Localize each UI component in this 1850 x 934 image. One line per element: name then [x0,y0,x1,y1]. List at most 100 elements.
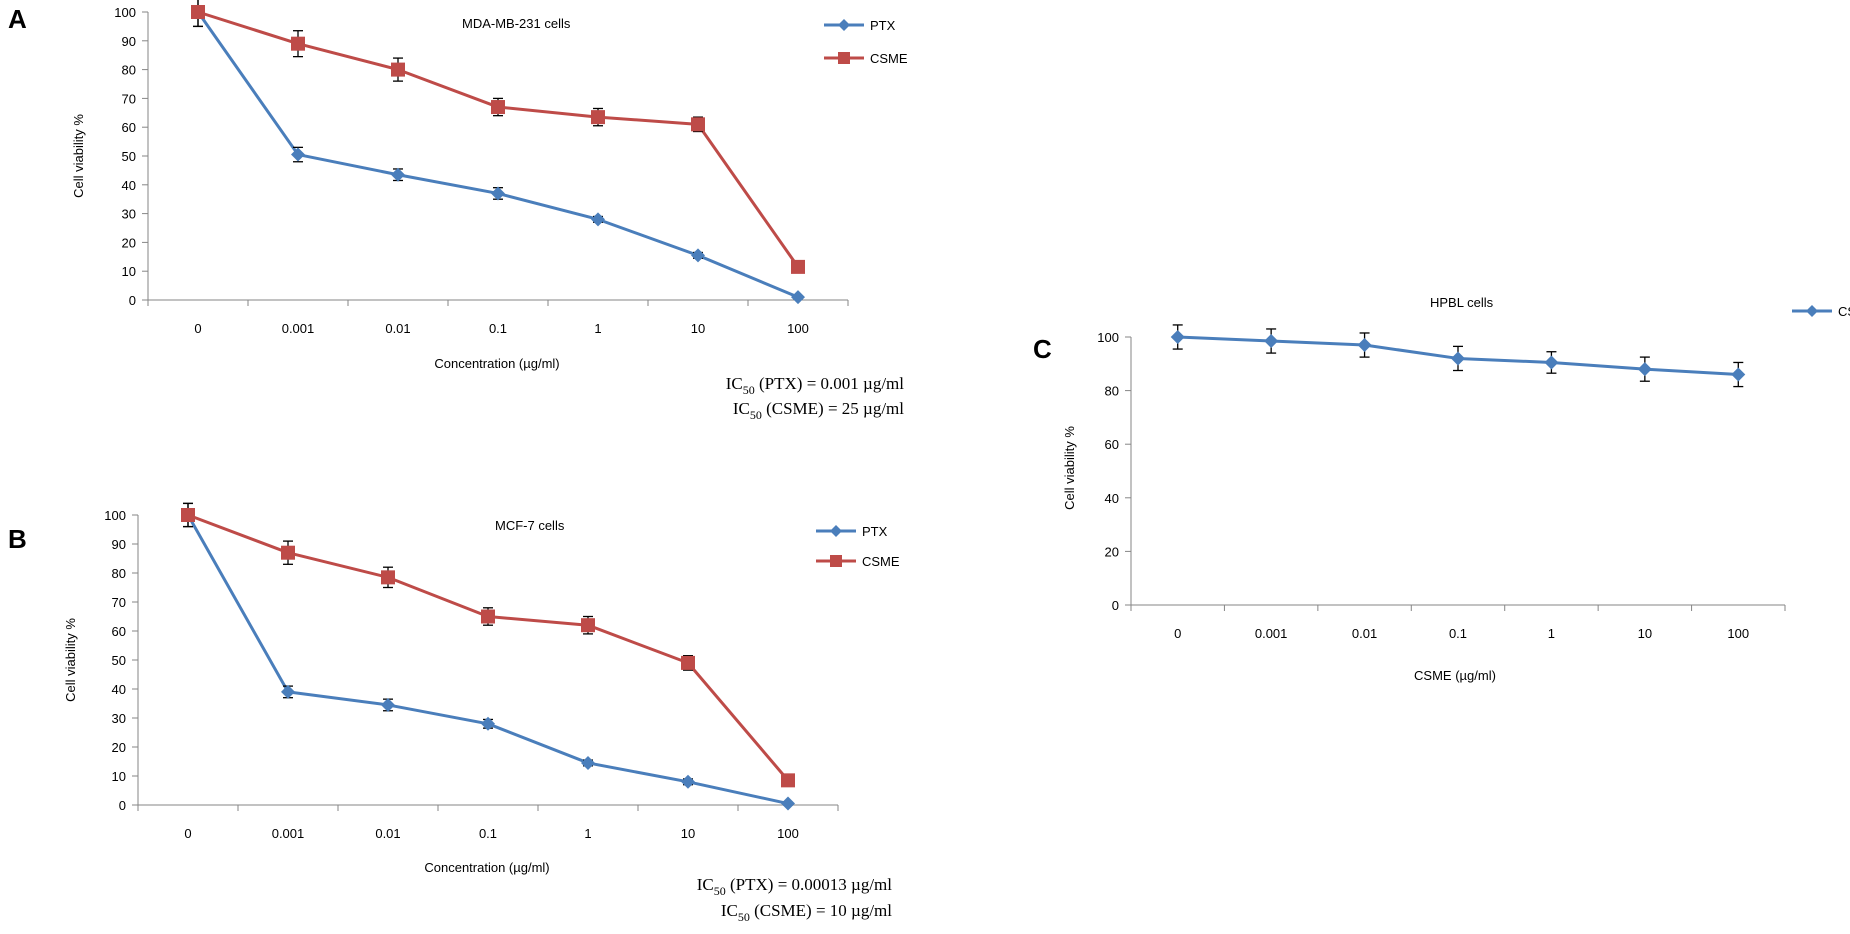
panel-a-ptx-point [291,147,305,162]
panel-a-ptx-point [591,212,605,227]
panel-c-x-axis-label: CSME (µg/ml) [1414,668,1496,683]
panel-a-ptx-point [491,186,505,201]
panel-c-title: HPBL cells [1430,295,1494,310]
panel-a-y-tick-label: 90 [122,34,136,49]
panel-a-ptx-legend-marker [838,19,850,31]
panel-b-ptx-legend-label: PTX [862,524,888,539]
panel-b-csme-point [181,508,195,522]
panel-a-csme-point [691,117,705,132]
panel-c-x-tick-label: 100 [1727,626,1749,641]
panel-c-y-tick-label: 40 [1105,491,1119,506]
panel-b-y-tick-label: 30 [112,711,126,726]
panel-b-ic50-annotation: IC50 (CSME) = 10 µg/ml [721,901,892,924]
panel-b-csme-point [381,570,395,585]
panel-a-x-axis-label: Concentration (µg/ml) [434,356,559,371]
panel-b-y-tick-label: 20 [112,740,126,755]
panel-b-letter: B [8,524,27,554]
panel-a-x-tick-label: 0.01 [385,321,410,336]
panel-a-x-tick-label: 0.001 [282,321,315,336]
panel-c-csme-point [1637,362,1652,377]
panel-b-csme-point [481,609,495,624]
panel-c-y-tick-label: 20 [1105,544,1119,559]
panel-c-x-tick-label: 0 [1174,626,1181,641]
panel-b-csme-point [581,618,595,633]
panel-c-csme-point [1451,351,1465,366]
panel-b-y-axis-label: Cell viability % [63,618,78,702]
panel-a-x-tick-label: 0 [194,321,201,336]
panel-b-x-tick-label: 0 [184,826,191,841]
panel-a-csme-legend-label: CSME [870,51,908,66]
panel-a-ptx-line [196,11,799,299]
panel-b-y-tick-label: 40 [112,682,126,697]
panel-c-csme-point [1170,330,1185,344]
panel-a-y-tick-label: 40 [122,178,136,193]
panel-a-y-tick-label: 100 [114,5,136,20]
panel-c-x-tick-label: 0.1 [1449,626,1467,641]
panel-b-x-tick-label: 10 [681,826,695,841]
panel-a-y-tick-label: 50 [122,149,136,164]
panel-a-title: MDA-MB-231 cells [462,16,571,31]
panel-c-x-tick-label: 0.001 [1255,626,1288,641]
panel-a-y-tick-label: 20 [122,235,136,250]
panel-a-csme-point [491,100,505,115]
panel-a-y-tick-label: 80 [122,63,136,78]
panel-c-csme-legend-label: CSME [1838,304,1850,319]
panel-a-ic50-annotation: IC50 (PTX) = 0.001 µg/ml [726,374,905,397]
panel-b-ptx-point [681,774,695,789]
panel-b-ptx-point [781,796,795,811]
panel-a-y-tick-label: 0 [129,293,136,308]
panel-b-ptx-point [481,716,495,731]
panel-a-ptx-legend-label: PTX [870,18,896,33]
panel-b-x-tick-label: 0.001 [272,826,305,841]
panel-b-csme-legend-marker [830,555,842,567]
panel-a-csme-legend-marker [838,52,850,64]
panel-a-x-tick-label: 1 [594,321,601,336]
panel-b-y-tick-label: 50 [112,653,126,668]
panel-c-y-axis-label: Cell viability % [1062,426,1077,510]
panel-a-y-tick-label: 30 [122,207,136,222]
panel-b-x-tick-label: 100 [777,826,799,841]
panel-c-x-tick-label: 0.01 [1352,626,1377,641]
panel-a-y-tick-label: 10 [122,264,136,279]
panel-b-y-tick-label: 90 [112,537,126,552]
panel-a-ptx-point [691,248,705,263]
panel-c-y-tick-label: 100 [1097,330,1119,345]
panel-a-x-tick-label: 100 [787,321,809,336]
panel-b-y-tick-label: 100 [104,508,126,523]
panel-b-ptx-point [281,684,295,699]
panel-a-ptx-point [391,167,405,182]
panel-a-ptx-point [791,290,805,305]
panel-b-ptx-point [581,755,595,770]
panel-a-x-tick-label: 10 [691,321,705,336]
panel-c-csme-point [1544,355,1559,370]
panel-b-csme-legend-label: CSME [862,554,900,569]
panel-c-y-tick-label: 60 [1105,437,1119,452]
panel-b-csme-line [187,513,790,782]
panel-b-y-tick-label: 60 [112,624,126,639]
panel-b-x-tick-label: 0.1 [479,826,497,841]
panel-a-csme-point [191,5,205,19]
panel-a-ic50-annotation: IC50 (CSME) = 25 µg/ml [733,399,904,422]
panel-b-ptx-point [381,697,395,712]
panel-c-y-tick-label: 80 [1105,384,1119,399]
panel-c-x-tick-label: 10 [1638,626,1652,641]
panel-c-csme-point [1731,367,1746,382]
panel-b-y-tick-label: 70 [112,595,126,610]
panel-b-ptx-legend-marker [830,525,842,537]
panel-c-letter: C [1033,334,1052,364]
panel-b-y-tick-label: 10 [112,769,126,784]
panel-b-y-tick-label: 80 [112,566,126,581]
panel-b-x-tick-label: 1 [584,826,591,841]
panel-b-csme-point [781,773,795,788]
panel-b-ic50-annotation: IC50 (PTX) = 0.00013 µg/ml [697,875,893,898]
panel-c-csme-point [1264,334,1279,349]
panel-c-y-tick-label: 0 [1112,598,1119,613]
panel-c-x-tick-label: 1 [1548,626,1555,641]
panel-a-x-tick-label: 0.1 [489,321,507,336]
panel-a-csme-point [791,259,805,274]
panel-a-letter: A [8,4,27,34]
panel-a-y-axis-label: Cell viability % [71,114,86,198]
panel-a-csme-point [591,110,605,125]
panel-a-y-tick-label: 70 [122,91,136,106]
